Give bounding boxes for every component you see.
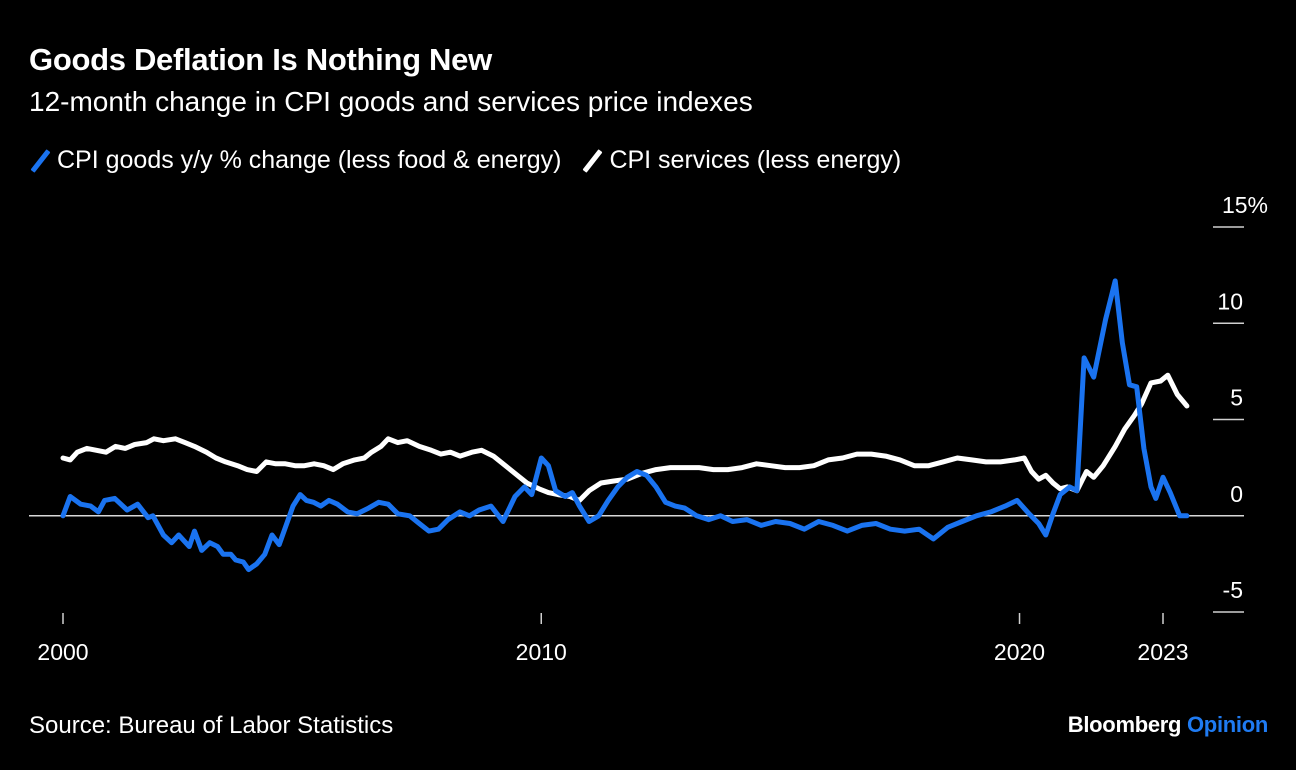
y-axis: 15% 10 5 0 -5: [1213, 192, 1268, 613]
y-tick-label: 5: [1230, 385, 1243, 411]
source-note: Source: Bureau of Labor Statistics: [29, 712, 394, 739]
x-tick-label: 2020: [994, 639, 1045, 665]
brand-accent: Opinion: [1187, 712, 1268, 737]
x-tick-label: 2010: [516, 639, 567, 665]
x-tick-label: 2023: [1137, 639, 1188, 665]
x-axis: 2000 2010 2020 2023: [37, 613, 1189, 665]
x-tick-label: 2000: [37, 639, 88, 665]
y-tick-label: -5: [1223, 577, 1243, 603]
y-tick-label: 15%: [1222, 192, 1268, 218]
brand-main: Bloomberg: [1067, 712, 1182, 737]
series-line-goods: [60, 278, 1190, 573]
y-tick-label: 0: [1230, 481, 1243, 507]
legend-label-services: CPI services (less energy): [609, 146, 902, 174]
brand-logo: Bloomberg Opinion: [1067, 712, 1269, 738]
legend-item-services: CPI services (less energy): [581, 146, 901, 175]
legend: CPI goods y/y % change (less food & ener…: [29, 146, 921, 175]
series-lines: [60, 278, 1190, 573]
legend-item-goods: CPI goods y/y % change (less food & ener…: [29, 146, 561, 175]
legend-label-goods: CPI goods y/y % change (less food & ener…: [57, 146, 562, 174]
chart-subtitle: 12-month change in CPI goods and service…: [29, 86, 753, 117]
y-tick-label: 10: [1217, 288, 1243, 314]
chart-title: Goods Deflation Is Nothing New: [29, 42, 492, 77]
